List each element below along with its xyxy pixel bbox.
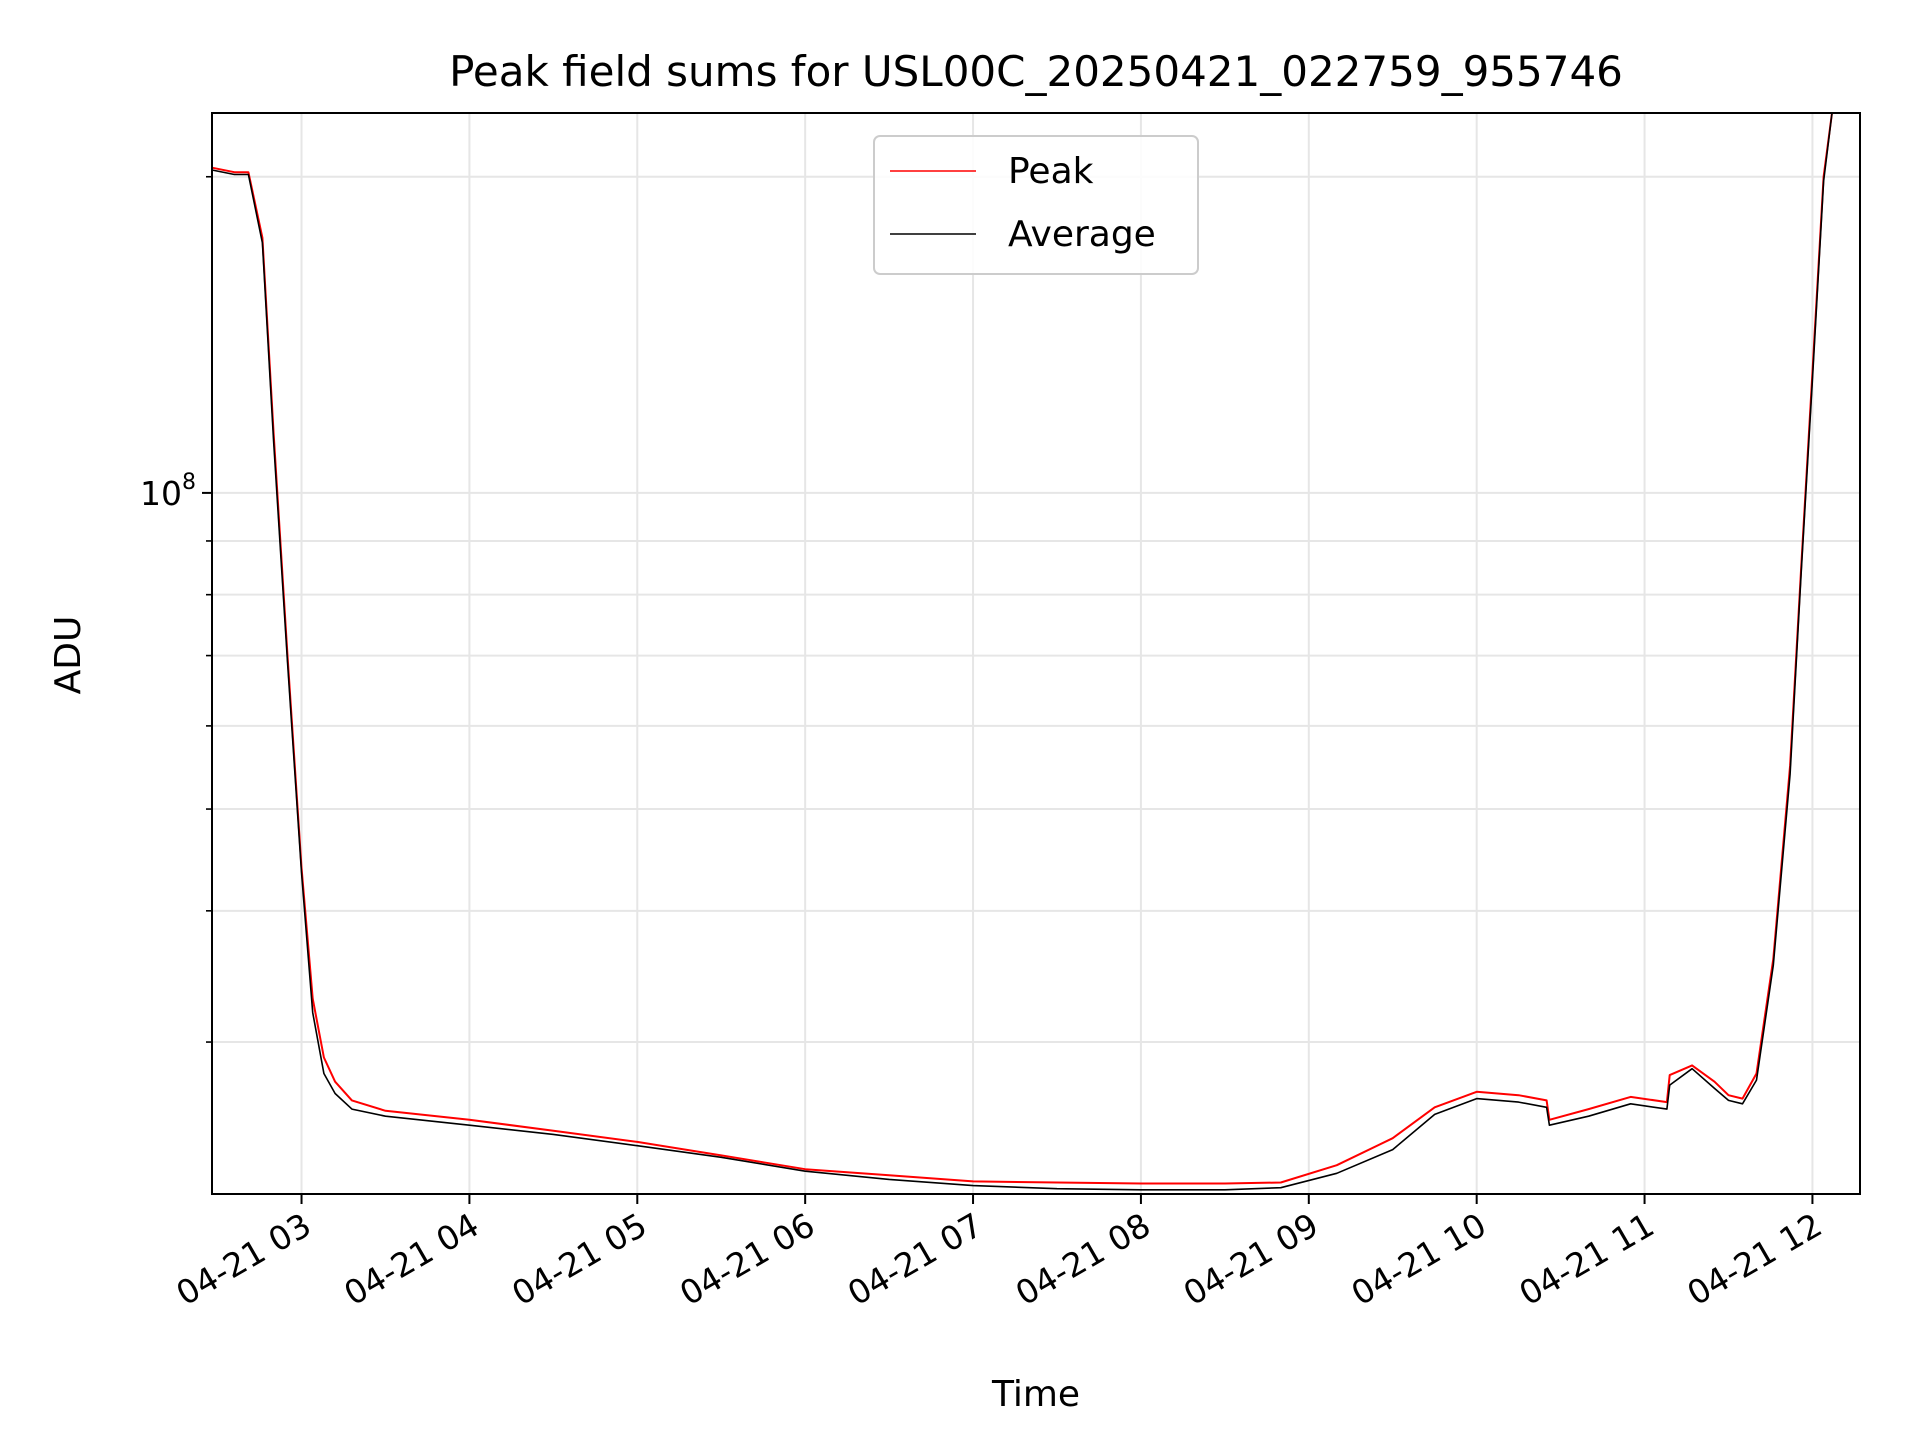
x-axis-label: Time [991,1374,1080,1415]
y-axis-label: ADU [48,616,89,695]
series-line-average [211,112,1833,1191]
grid [212,113,1860,1194]
series-layer [211,112,1833,1191]
plot-frame [211,112,1861,1195]
legend-label-peak: Peak [1008,151,1094,192]
chart-title: Peak field sums for USL00C_20250421_0227… [449,47,1623,96]
legend: Peak Average [873,135,1199,275]
legend-label-average: Average [1008,214,1156,255]
y-axis-ticks: 108 [140,175,212,1043]
y-major-tick-label: 108 [140,470,196,513]
series-line-peak [211,112,1833,1185]
